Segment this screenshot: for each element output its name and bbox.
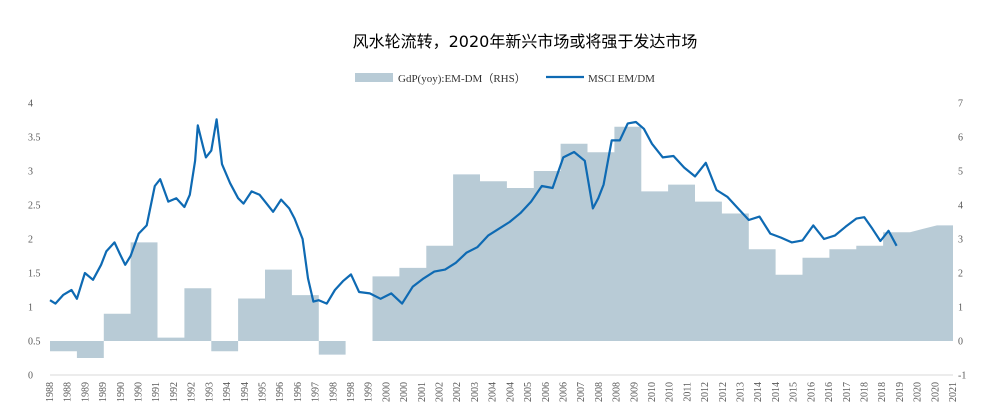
area-layer [50, 126, 953, 358]
x-tick-label: 1991 [151, 382, 162, 402]
left-tick-label: 3 [28, 167, 33, 178]
x-tick-label: 1994 [240, 382, 251, 402]
x-tick-label: 2000 [399, 382, 410, 402]
x-tick-label: 1989 [80, 382, 91, 402]
right-tick-label: 4 [958, 201, 963, 212]
x-tick-label: 2020 [930, 382, 941, 402]
right-tick-label: 7 [958, 99, 963, 110]
x-tick-label: 2009 [629, 382, 640, 402]
x-tick-label: 2014 [771, 382, 782, 402]
left-axis-ticks: 0 0.5 1 1.5 2 2.5 3 3.5 4 [28, 99, 41, 382]
x-tick-label: 1992 [169, 382, 180, 402]
x-axis-ticks: 1988 1988 1989 1989 1990 1990 1991 1992 1992 1993… [45, 382, 959, 402]
x-tick-label: 2011 [682, 382, 693, 402]
left-tick-label: 0 [28, 371, 33, 382]
x-tick-label: 1997 [311, 382, 322, 402]
x-tick-label: 2000 [381, 382, 392, 402]
right-tick-label: 5 [958, 167, 963, 178]
x-tick-label: 2003 [470, 382, 481, 402]
x-tick-label: 2010 [647, 382, 658, 402]
left-tick-label: 4 [28, 99, 33, 110]
left-tick-label: 1.5 [28, 269, 41, 280]
x-tick-label: 2014 [753, 382, 764, 402]
x-tick-label: 1995 [258, 382, 269, 402]
x-tick-label: 1993 [204, 382, 215, 402]
line-series-msci [49, 118, 898, 305]
left-tick-label: 3.5 [28, 133, 41, 144]
x-tick-label: 1998 [328, 382, 339, 402]
legend-label-line: MSCI EM/DM [588, 73, 655, 85]
x-tick-label: 1998 [346, 382, 357, 402]
x-tick-label: 2018 [860, 382, 871, 402]
left-tick-label: 2 [28, 235, 33, 246]
x-tick-label: 2018 [877, 382, 888, 402]
x-tick-label: 2012 [718, 382, 729, 402]
x-tick-label: 2001 [417, 382, 428, 402]
right-tick-label: 6 [958, 133, 963, 144]
x-tick-label: 2010 [665, 382, 676, 402]
x-tick-label: 2006 [541, 382, 552, 402]
x-tick-label: 2002 [452, 382, 463, 402]
x-tick-label: 2017 [842, 382, 853, 402]
x-tick-label: 2012 [700, 382, 711, 402]
area-series-gdp [50, 126, 953, 358]
x-tick-label: 2005 [523, 382, 534, 402]
x-tick-label: 1992 [187, 382, 198, 402]
x-tick-label: 1996 [275, 382, 286, 402]
chart-title: 风水轮流转，2020年新兴市场或将强于发达市场 [353, 32, 698, 51]
x-tick-label: 1988 [45, 382, 56, 402]
x-tick-label: 2008 [594, 382, 605, 402]
x-tick-label: 2021 [948, 382, 959, 402]
left-tick-label: 2.5 [28, 201, 41, 212]
x-tick-label: 2004 [505, 382, 516, 402]
x-tick-label: 2007 [576, 382, 587, 402]
legend-label-area: GdP(yoy):EM-DM（RHS） [398, 72, 526, 85]
x-tick-label: 2015 [789, 382, 800, 402]
x-tick-label: 1988 [63, 382, 74, 402]
x-tick-label: 2004 [488, 382, 499, 402]
x-tick-label: 1989 [98, 382, 109, 402]
x-tick-label: 2020 [913, 382, 924, 402]
right-axis-ticks: -1 0 1 2 3 4 5 6 7 [958, 99, 966, 382]
left-tick-label: 0.5 [28, 337, 41, 348]
legend: GdP(yoy):EM-DM（RHS） MSCI EM/DM [355, 72, 655, 85]
x-tick-label: 2008 [612, 382, 623, 402]
x-tick-label: 2016 [824, 382, 835, 402]
line-layer [49, 118, 898, 305]
right-tick-label: -1 [958, 371, 966, 382]
x-tick-label: 2016 [806, 382, 817, 402]
right-tick-label: 2 [958, 269, 963, 280]
x-tick-label: 2013 [736, 382, 747, 402]
left-tick-label: 1 [28, 303, 33, 314]
x-tick-label: 1996 [293, 382, 304, 402]
legend-swatch-area [355, 73, 393, 82]
x-tick-label: 2019 [895, 382, 906, 402]
x-tick-label: 1990 [116, 382, 127, 402]
right-tick-label: 1 [958, 303, 963, 314]
x-tick-label: 1994 [222, 382, 233, 402]
right-tick-label: 0 [958, 337, 963, 348]
x-tick-label: 1990 [134, 382, 145, 402]
x-tick-label: 2006 [559, 382, 570, 402]
x-tick-label: 2002 [435, 382, 446, 402]
right-tick-label: 3 [958, 235, 963, 246]
x-tick-label: 1999 [364, 382, 375, 402]
